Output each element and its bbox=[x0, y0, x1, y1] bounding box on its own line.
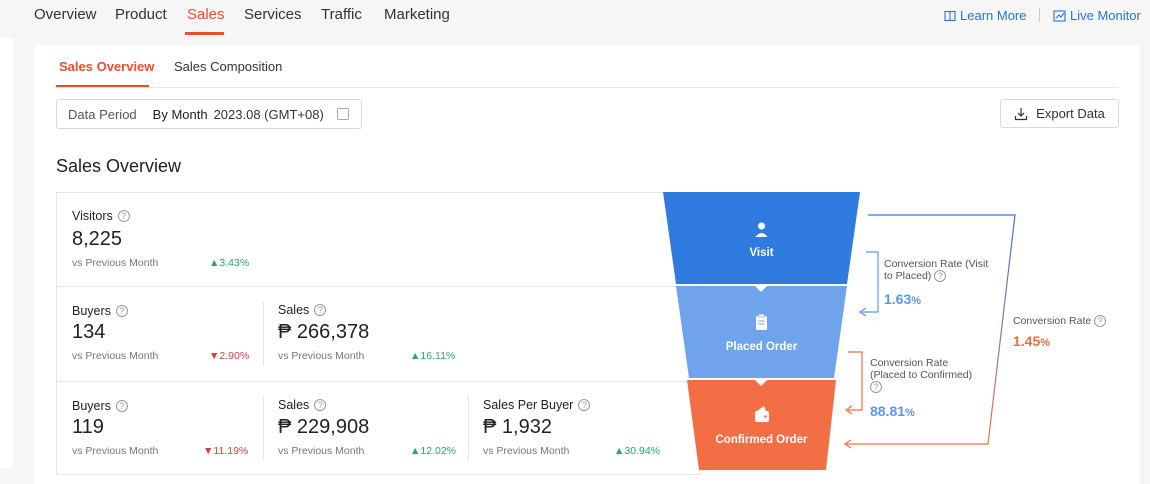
export-data-label: Export Data bbox=[1036, 106, 1105, 121]
visitors-label: Visitors bbox=[72, 209, 113, 223]
placed-buyers-label: Buyers bbox=[72, 304, 111, 318]
conversion-visit-placed-label: Conversion Rate (Visit to Placed) ? bbox=[884, 258, 989, 282]
confirmed-sales-label: Sales bbox=[278, 398, 310, 412]
funnel-stage-confirmed bbox=[687, 380, 836, 470]
funnel-label-placed: Placed Order bbox=[725, 341, 798, 353]
conversion-overall-value: 1.45% bbox=[1013, 333, 1051, 349]
conversion-placed-confirmed-value: 88.81% bbox=[870, 403, 915, 419]
placed-buyers-change: ▼2.90% bbox=[209, 350, 250, 362]
confirmed-sales-value: ₱ 229,908 bbox=[278, 416, 370, 438]
funnel-stage-visit bbox=[663, 192, 860, 284]
confirmed-sales-vs-label: vs Previous Month bbox=[278, 445, 365, 457]
metric-placed-buyers: Buyers ? 134 vs Previous Month ▼2.90% bbox=[57, 287, 262, 381]
live-monitor-link[interactable]: Live Monitor bbox=[1053, 8, 1141, 23]
help-icon[interactable]: ? bbox=[934, 270, 947, 282]
metric-confirmed-sales: Sales ? ₱ 229,908 vs Previous Month ▲12.… bbox=[263, 396, 468, 460]
sales-per-buyer-value: ₱ 1,932 bbox=[483, 416, 552, 438]
help-icon[interactable]: ? bbox=[115, 400, 128, 412]
subtab-sales-composition[interactable]: Sales Composition bbox=[174, 59, 283, 74]
metric-visitors: Visitors ? 8,225 vs Previous Month ▲3.43… bbox=[57, 193, 262, 286]
section-title: Sales Overview bbox=[56, 156, 182, 176]
metric-sales-per-buyer: Sales Per Buyer ? ₱ 1,932 vs Previous Mo… bbox=[468, 396, 698, 460]
clipboard-icon bbox=[756, 313, 767, 330]
placed-sales-label: Sales bbox=[278, 303, 310, 317]
placed-sales-vs-label: vs Previous Month bbox=[278, 350, 365, 362]
placed-buyers-value: 134 bbox=[72, 321, 106, 343]
period-value: 2023.08 (GMT+08) bbox=[213, 106, 324, 122]
visitors-value: 8,225 bbox=[72, 228, 123, 250]
book-icon bbox=[944, 10, 956, 21]
visitors-vs-label: vs Previous Month bbox=[72, 257, 159, 269]
help-icon[interactable]: ? bbox=[578, 399, 591, 411]
funnel-label-confirmed: Confirmed Order bbox=[715, 434, 808, 446]
sales-per-buyer-label: Sales Per Buyer bbox=[483, 398, 574, 412]
help-icon[interactable]: ? bbox=[1094, 315, 1107, 327]
help-icon[interactable]: ? bbox=[117, 210, 130, 222]
sales-per-buyer-vs-label: vs Previous Month bbox=[483, 445, 570, 457]
confirmed-buyers-change: ▼11.19% bbox=[203, 445, 249, 457]
calendar-icon bbox=[337, 108, 349, 120]
funnel-notch bbox=[755, 380, 767, 386]
chart-icon bbox=[1053, 9, 1066, 22]
metrics-row-placed: Buyers ? 134 vs Previous Month ▼2.90% Sa… bbox=[57, 287, 699, 382]
metrics-table: Visitors ? 8,225 vs Previous Month ▲3.43… bbox=[56, 192, 700, 475]
funnel-label-visit: Visit bbox=[749, 247, 774, 259]
confirmed-buyers-value: 119 bbox=[72, 416, 104, 438]
person-icon bbox=[755, 222, 768, 237]
placed-sales-change: ▲16.11% bbox=[410, 350, 456, 362]
live-monitor-label: Live Monitor bbox=[1070, 8, 1141, 23]
sales-funnel: Visit Placed Order Confirmed Order bbox=[663, 192, 860, 470]
tab-overview[interactable]: Overview bbox=[34, 6, 97, 23]
left-panel-edge bbox=[0, 38, 13, 468]
tab-traffic[interactable]: Traffic bbox=[321, 6, 362, 23]
conversion-visit-placed-value: 1.63% bbox=[884, 291, 922, 307]
funnel-notch bbox=[755, 286, 767, 292]
period-mode: By Month bbox=[152, 106, 208, 122]
export-data-button[interactable]: Export Data bbox=[1000, 99, 1119, 128]
download-icon bbox=[1015, 107, 1028, 120]
help-icon[interactable]: ? bbox=[115, 305, 128, 317]
sales-per-buyer-change: ▲30.94% bbox=[614, 445, 661, 457]
data-period-label: Data Period bbox=[68, 106, 137, 122]
confirmed-buyers-vs-label: vs Previous Month bbox=[72, 445, 159, 457]
learn-more-label: Learn More bbox=[960, 8, 1027, 23]
data-period-selector[interactable]: Data Period By Month 2023.08 (GMT+08) bbox=[56, 99, 362, 129]
conversion-overall-label: Conversion Rate ? bbox=[1013, 315, 1107, 327]
subtab-sales-overview[interactable]: Sales Overview bbox=[59, 59, 155, 74]
metric-placed-sales: Sales ? ₱ 266,378 vs Previous Month ▲16.… bbox=[263, 302, 468, 366]
placed-sales-value: ₱ 266,378 bbox=[278, 321, 370, 343]
toplink-separator bbox=[1039, 8, 1040, 22]
confirmed-sales-change: ▲12.02% bbox=[410, 445, 457, 457]
metrics-row-confirmed: Buyers ? 119 vs Previous Month ▼11.19% S… bbox=[57, 382, 699, 474]
help-icon[interactable]: ? bbox=[314, 304, 327, 316]
help-icon[interactable]: ? bbox=[314, 399, 327, 411]
tab-sales[interactable]: Sales bbox=[187, 6, 225, 23]
learn-more-link[interactable]: Learn More bbox=[944, 8, 1026, 23]
conversion-placed-confirmed-label: Conversion Rate (Placed to Confirmed) ? bbox=[870, 357, 973, 393]
subtab-divider bbox=[56, 87, 1119, 88]
confirmed-buyers-label: Buyers bbox=[72, 399, 111, 413]
metrics-row-visit: Visitors ? 8,225 vs Previous Month ▲3.43… bbox=[57, 193, 699, 287]
funnel-stage-placed bbox=[676, 286, 847, 378]
help-icon[interactable]: ? bbox=[870, 381, 882, 393]
metric-confirmed-buyers: Buyers ? 119 vs Previous Month ▼11.19% bbox=[57, 382, 262, 474]
tab-services[interactable]: Services bbox=[244, 6, 302, 23]
placed-buyers-vs-label: vs Previous Month bbox=[72, 350, 159, 362]
top-navigation: Overview Product Sales Services Traffic … bbox=[0, 0, 1150, 38]
active-tab-indicator bbox=[185, 32, 224, 35]
tab-marketing[interactable]: Marketing bbox=[384, 6, 450, 23]
funnel-shape bbox=[663, 192, 860, 470]
tab-product[interactable]: Product bbox=[115, 6, 167, 23]
active-subtab-indicator bbox=[56, 85, 149, 87]
visitors-change: ▲3.43% bbox=[209, 257, 250, 269]
wallet-icon bbox=[755, 406, 769, 422]
